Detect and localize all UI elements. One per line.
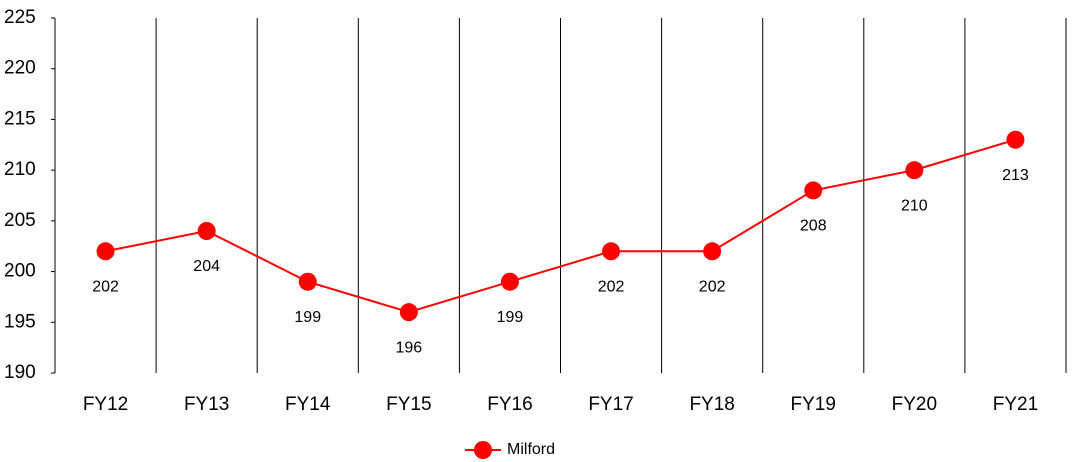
x-tick-label: FY12 bbox=[83, 394, 128, 415]
data-label: 199 bbox=[497, 309, 524, 326]
x-tick-label: FY13 bbox=[184, 394, 229, 415]
data-point bbox=[500, 272, 519, 291]
data-label: 202 bbox=[598, 279, 625, 296]
y-tick-label: 205 bbox=[4, 210, 36, 231]
y-tick-label: 210 bbox=[4, 159, 36, 180]
data-label: 202 bbox=[699, 279, 726, 296]
data-point bbox=[298, 272, 317, 291]
series-line bbox=[105, 138, 1016, 314]
y-tick-label: 220 bbox=[4, 58, 36, 79]
data-point bbox=[804, 181, 823, 200]
data-label: 204 bbox=[193, 258, 220, 275]
legend-label: Milford bbox=[507, 441, 555, 458]
data-label: 199 bbox=[294, 309, 321, 326]
y-tick-label: 195 bbox=[4, 311, 36, 332]
y-tick-label: 200 bbox=[4, 261, 36, 282]
data-label: 196 bbox=[395, 339, 422, 356]
data-label: 213 bbox=[1002, 167, 1029, 184]
x-tick-label: FY15 bbox=[386, 394, 431, 415]
x-tick-label: FY14 bbox=[285, 394, 331, 415]
data-label: 210 bbox=[901, 197, 928, 214]
data-point bbox=[197, 222, 216, 240]
data-point bbox=[602, 242, 621, 261]
x-tick-label: FY20 bbox=[892, 394, 937, 415]
data-point bbox=[1006, 130, 1025, 149]
data-point bbox=[905, 161, 924, 180]
data-label: 208 bbox=[800, 218, 827, 235]
data-point bbox=[96, 242, 115, 261]
x-tick-label: FY17 bbox=[588, 394, 633, 415]
data-point bbox=[703, 242, 722, 261]
x-tick-label: FY21 bbox=[993, 394, 1038, 415]
data-point bbox=[399, 303, 418, 322]
y-tick-label: 190 bbox=[4, 362, 36, 383]
y-tick-label: 225 bbox=[4, 7, 36, 28]
x-tick-label: FY16 bbox=[487, 394, 532, 415]
x-tick-label: FY19 bbox=[791, 394, 836, 415]
y-tick-label: 215 bbox=[4, 108, 36, 129]
legend-marker bbox=[474, 441, 492, 459]
data-label: 202 bbox=[92, 279, 119, 296]
x-tick-label: FY18 bbox=[689, 394, 734, 415]
